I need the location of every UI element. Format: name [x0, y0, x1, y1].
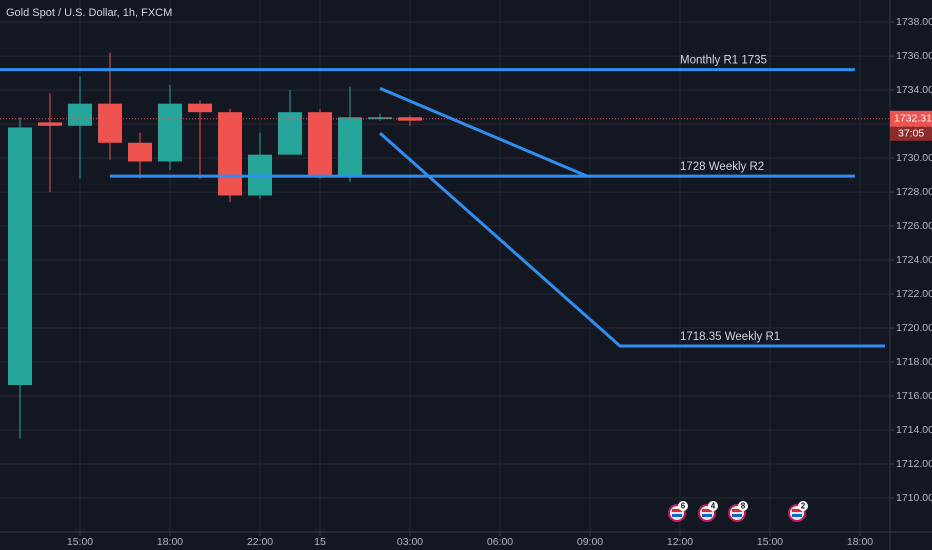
- line-label: 1728 Weekly R2: [680, 161, 764, 173]
- event-count: 2: [801, 502, 806, 511]
- candle-body: [338, 117, 363, 176]
- x-tick-label: 22:00: [247, 536, 273, 548]
- trend-line: [379, 131, 885, 348]
- y-tick-label: 1728.00: [896, 186, 932, 198]
- candle-body: [158, 103, 183, 162]
- y-tick-label: 1710.00: [896, 492, 932, 504]
- x-tick-label: 09:00: [577, 536, 603, 548]
- candle-body: [218, 112, 243, 196]
- candle-body: [278, 112, 303, 155]
- event-badge: [678, 501, 689, 511]
- chart-title: Gold Spot / U.S. Dollar, 1h, FXCM: [6, 7, 172, 19]
- y-tick-label: 1716.00: [896, 390, 932, 402]
- event-badge: [738, 501, 749, 511]
- candle-body: [308, 112, 333, 176]
- event-flag-stripe: [672, 514, 683, 517]
- candle-body: [128, 142, 153, 162]
- event-icon: 4: [698, 501, 719, 522]
- last-price-box: [890, 110, 932, 127]
- event-icon: 8: [728, 501, 749, 522]
- x-tick-label: 03:00: [397, 536, 423, 548]
- y-tick-label: 1736.00: [896, 50, 932, 62]
- event-flag-stripe: [702, 509, 713, 512]
- event-badge: [798, 501, 809, 511]
- y-tick-label: 1720.00: [896, 322, 932, 334]
- x-tick-label: 12:00: [667, 536, 693, 548]
- y-tick-label: 1714.00: [896, 424, 932, 436]
- plot: Monthly R1 1735 1728 Weekly R2 1718.35 Wee…: [0, 52, 890, 522]
- x-tick-label: 18:00: [847, 536, 873, 548]
- event-flag-stripe: [792, 514, 803, 517]
- y-tick-label: 1724.00: [896, 254, 932, 266]
- x-tick-label: 15:00: [67, 536, 93, 548]
- event-flag-stripe: [732, 514, 743, 517]
- event-flag-stripe: [672, 509, 683, 512]
- candle-body: [38, 122, 63, 126]
- x-tick-label: 18:00: [157, 536, 183, 548]
- line-label: 1718.35 Weekly R1: [680, 331, 780, 343]
- event-flag-stripe: [792, 509, 803, 512]
- x-tick-label: 15: [314, 536, 326, 548]
- candle-body: [68, 103, 93, 126]
- trend-line: [379, 87, 588, 178]
- countdown-box: [890, 126, 932, 141]
- candle-body: [398, 117, 423, 121]
- event-count: 8: [741, 502, 746, 511]
- last-price-label: 1732.31: [894, 113, 932, 125]
- candle-body: [98, 103, 123, 143]
- y-tick-label: 1712.00: [896, 458, 932, 470]
- countdown-label: 37:05: [898, 128, 924, 140]
- x-tick-label: 06:00: [487, 536, 513, 548]
- event-flag-stripe: [702, 514, 713, 517]
- event-flag-stripe: [732, 509, 743, 512]
- event-icon: 2: [788, 501, 809, 522]
- y-tick-label: 1734.00: [896, 84, 932, 96]
- line-label: Monthly R1 1735: [680, 55, 767, 67]
- y-tick-label: 1718.00: [896, 356, 932, 368]
- y-tick-label: 1730.00: [896, 152, 932, 164]
- y-tick-label: 1738.00: [896, 16, 932, 28]
- event-icon: 6: [668, 501, 689, 522]
- y-tick-label: 1722.00: [896, 288, 932, 300]
- x-tick-label: 15:00: [757, 536, 783, 548]
- event-count: 4: [711, 502, 716, 511]
- candle-body: [368, 117, 393, 119]
- event-badge: [708, 501, 719, 511]
- candle-body: [188, 103, 213, 113]
- y-tick-label: 1726.00: [896, 220, 932, 232]
- event-count: 6: [681, 502, 686, 511]
- candle-body: [8, 127, 33, 385]
- axes: 1710.00 1712.00 1714.00 1716.00 1718.00 1720.…: [67, 16, 932, 548]
